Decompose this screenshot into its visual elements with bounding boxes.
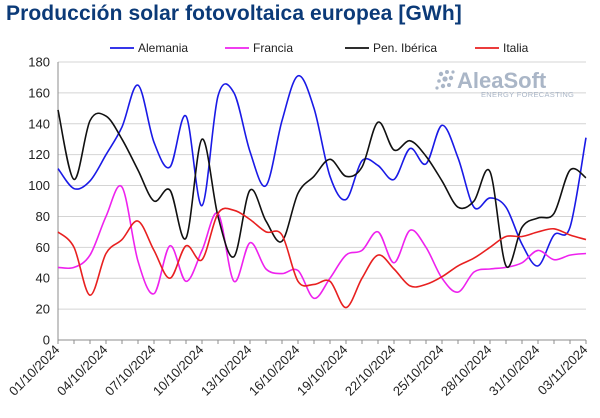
axes [57,62,587,344]
y-tick-label: 60 [36,240,50,255]
chart-title: Producción solar fotovoltaica europea [G… [6,2,462,25]
series-lines [57,75,587,309]
logo-text: AleaSoft [457,68,547,93]
x-tick-label: 22/10/2024 [342,342,399,399]
x-tick-label: 10/10/2024 [150,342,207,399]
legend-label: Italia [503,41,529,55]
x-tick-label: 04/10/2024 [54,342,111,399]
series-line-pen-ib-rica [57,109,587,269]
x-tick-label: 19/10/2024 [294,342,351,399]
y-tick-label: 40 [36,271,50,286]
logo-dot [442,76,448,82]
logo-dot [447,83,451,87]
y-tick-label: 120 [28,147,50,162]
y-tick-label: 100 [28,178,50,193]
legend-label: Francia [253,41,293,55]
legend-label: Pen. Ibérica [373,41,437,55]
y-tick-label: 180 [28,55,50,70]
series-line-alemania [57,75,587,267]
logo-dot [445,70,449,74]
logo-dot [435,86,439,90]
y-tick-label: 0 [43,333,50,348]
series-line-italia [57,207,587,309]
x-tick-label: 16/10/2024 [246,342,303,399]
logo-dot [438,71,444,77]
logo-dot [448,75,454,81]
logo-tagline: ENERGY FORECASTING [481,90,574,99]
x-tick-label: 03/11/2024 [535,342,591,398]
series-line-francia [57,184,587,300]
grid [58,61,586,310]
y-tick-labels: 0 20 40 60 80 100 120 140 160 180 [28,55,50,348]
y-tick-label: 160 [28,85,50,100]
y-tick-label: 20 [36,302,50,317]
x-tick-label: 01/10/2024 [6,342,63,399]
x-tick-label: 31/10/2024 [486,342,543,399]
x-tick-labels: 01/10/202404/10/202407/10/202410/10/2024… [6,342,591,399]
x-tick-label: 28/10/2024 [438,342,495,399]
logo-dot [451,70,455,74]
logo: AleaSoft ENERGY FORECASTING [435,68,574,99]
logo-dot [437,79,441,83]
y-tick-label: 80 [36,209,50,224]
x-tick-label: 13/10/2024 [198,342,255,399]
y-tick-label: 140 [28,116,50,131]
aleasoft-dots-icon [435,70,455,90]
logo-dot [440,83,446,89]
legend-label: Alemania [138,41,188,55]
legend: Alemania Francia Pen. Ibérica Italia [110,41,529,55]
x-tick-label: 07/10/2024 [102,342,159,399]
x-tick-label: 25/10/2024 [390,342,447,399]
